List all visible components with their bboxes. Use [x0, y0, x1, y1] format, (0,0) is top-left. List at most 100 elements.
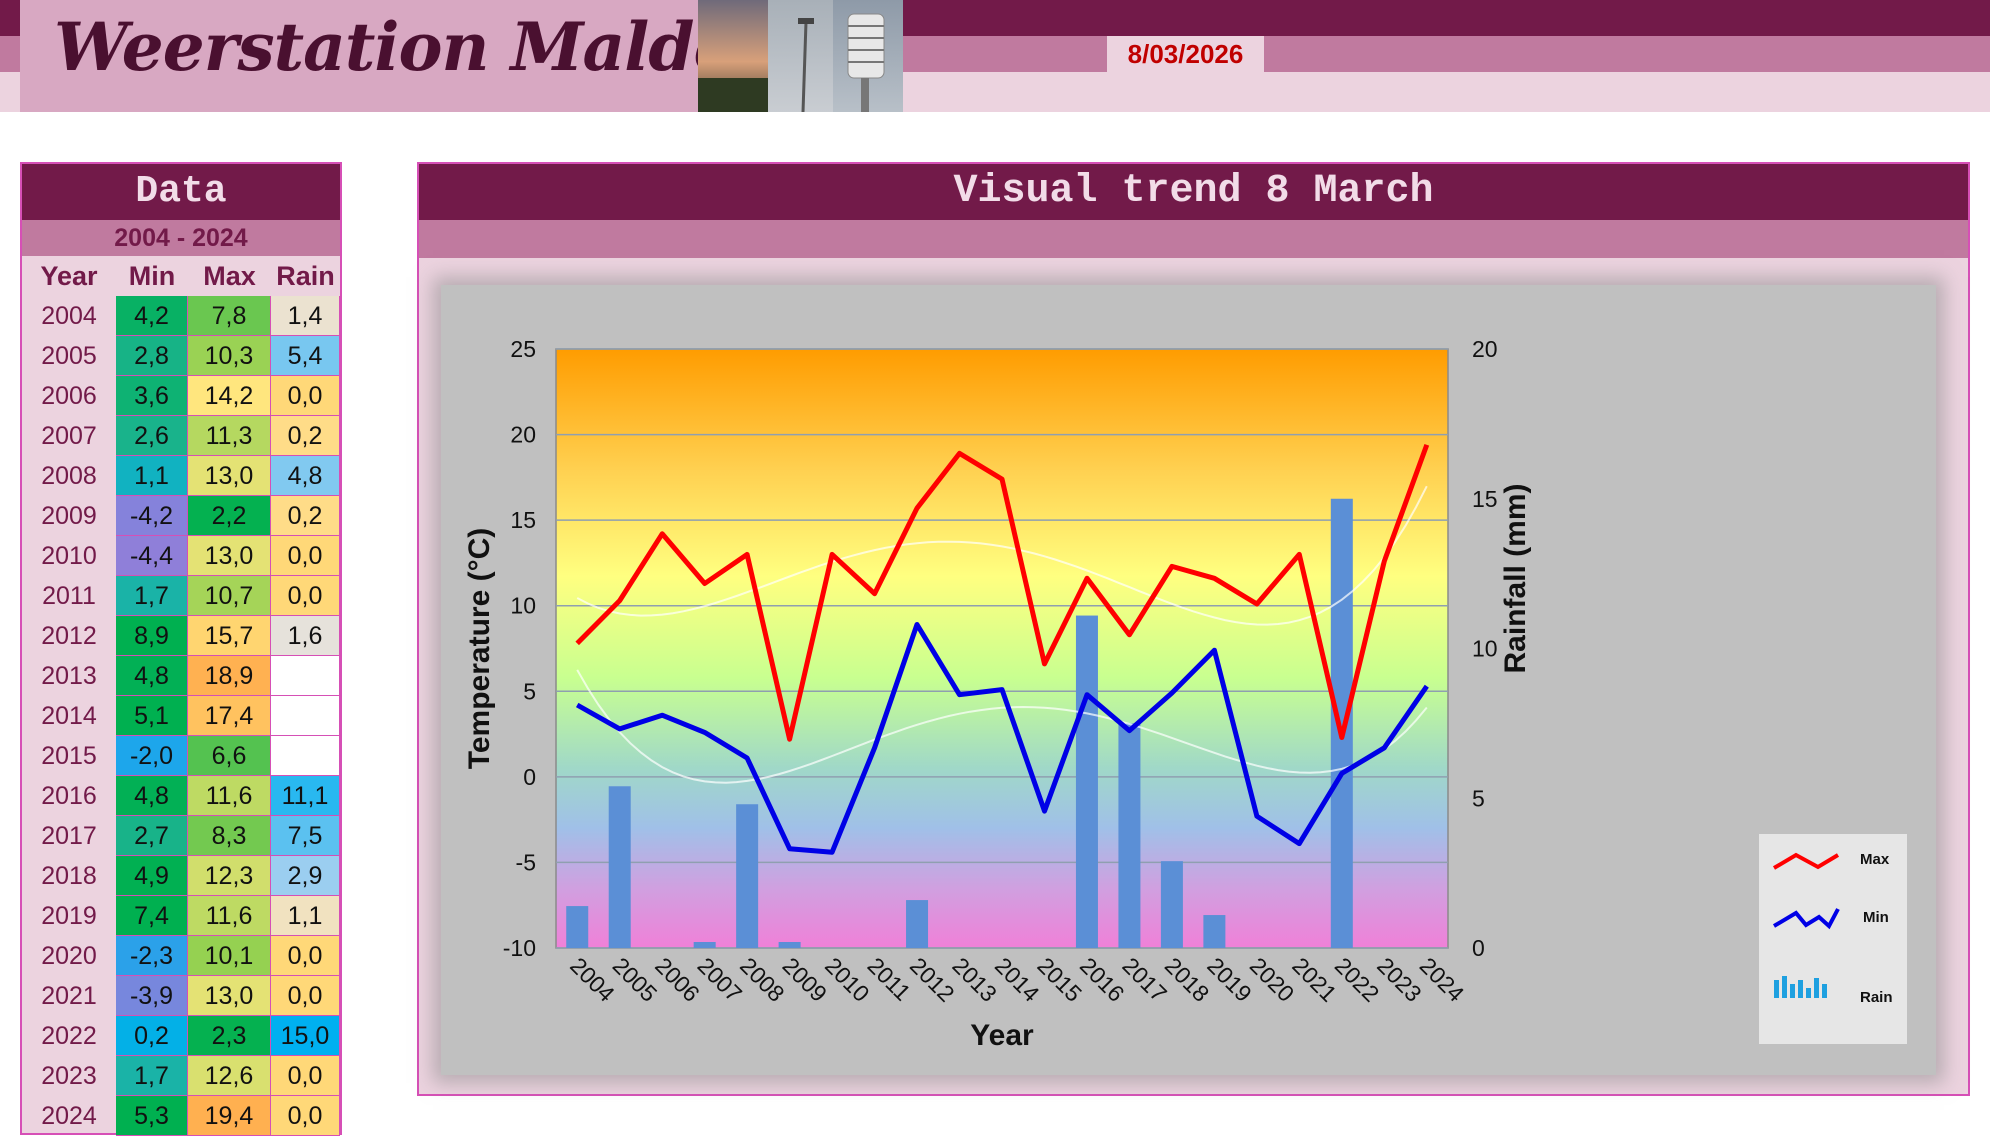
table-row: 2022 0,2 2,3 15,0: [22, 1016, 340, 1056]
cell-year: 2016: [41, 782, 97, 810]
cell-max: 2,2: [188, 496, 271, 536]
header-title-box: Weerstation Malderen: [20, 0, 857, 112]
y2-axis-title: Rainfall (mm): [1499, 483, 1532, 673]
cell-year: 2020: [41, 942, 97, 970]
cell-year: 2012: [41, 622, 97, 650]
cell-year: 2010: [41, 542, 97, 570]
cell-year: 2022: [41, 1022, 97, 1050]
cell-rain: 5,4: [271, 336, 340, 376]
cell-max: 11,6: [188, 896, 271, 936]
legend-label-max: Max: [1860, 851, 1890, 868]
x-tick-label: 2010: [820, 952, 875, 1007]
cell-year: 2007: [41, 422, 97, 450]
x-axis-title: Year: [970, 1019, 1034, 1052]
y2-tick-label: 15: [1472, 486, 1498, 512]
chart-panel: Visual trend 8 March 25 20 15 10 5 0 -5 -10 20 15…: [417, 162, 1970, 1096]
cell-min: -2,3: [116, 936, 188, 976]
table-row: 2017 2,7 8,3 7,5: [22, 816, 340, 856]
cell-max: 17,4: [188, 696, 271, 736]
cell-rain: 0,2: [271, 496, 340, 536]
table-row: 2011 1,7 10,7 0,0: [22, 576, 340, 616]
table-row: 2019 7,4 11,6 1,1: [22, 896, 340, 936]
cell-min: 4,8: [116, 776, 188, 816]
cell-max: 15,7: [188, 616, 271, 656]
y-tick-label: -10: [503, 935, 536, 961]
date-box: 8/03/2026: [1107, 36, 1264, 72]
cell-rain: 2,9: [271, 856, 340, 896]
x-tick-label: 2012: [905, 952, 960, 1007]
x-tick-label: 2023: [1372, 952, 1427, 1007]
cell-min: 5,1: [116, 696, 188, 736]
legend-icon-rain: [1790, 984, 1795, 998]
cell-max: 19,4: [188, 1096, 271, 1136]
cell-rain: 7,5: [271, 816, 340, 856]
x-tick-label: 2024: [1415, 952, 1470, 1007]
cell-year: 2019: [41, 902, 97, 930]
legend-icon-rain: [1822, 984, 1827, 998]
cell-min: 3,6: [116, 376, 188, 416]
x-tick-label: 2009: [778, 952, 833, 1007]
rain-bar: [1203, 915, 1226, 948]
chart-area: 25 20 15 10 5 0 -5 -10 20 15 10 5 0 2004 2005 2006 2007 2…: [441, 285, 1936, 1075]
table-year-range: 2004 - 2024: [22, 220, 340, 256]
rain-bar: [693, 942, 716, 948]
table-row: 2013 4,8 18,9: [22, 656, 340, 696]
y-tick-label: 15: [510, 507, 536, 533]
cell-max: 6,6: [188, 736, 271, 776]
legend-icon-max: [1772, 852, 1840, 870]
cell-year: 2013: [41, 662, 97, 690]
y2-tick-label: 0: [1472, 935, 1485, 961]
rain-bar: [778, 942, 801, 948]
cell-min: 7,4: [116, 896, 188, 936]
cell-year: 2017: [41, 822, 97, 850]
x-tick-label: 2007: [693, 952, 748, 1007]
current-date: 8/03/2026: [1127, 39, 1244, 69]
table-row: 2006 3,6 14,2 0,0: [22, 376, 340, 416]
rain-bar: [1160, 861, 1183, 948]
y2-tick-label: 5: [1472, 785, 1485, 811]
rain-bar: [1330, 498, 1353, 948]
cell-rain: 0,0: [271, 1056, 340, 1096]
cell-max: 14,2: [188, 376, 271, 416]
trendline-min: [576, 669, 1428, 784]
y-tick-label: 0: [523, 764, 536, 790]
column-header-year: Year: [40, 261, 98, 291]
cell-rain: 0,0: [271, 576, 340, 616]
y2-tick-label: 10: [1472, 636, 1498, 662]
cell-max: 10,1: [188, 936, 271, 976]
x-tick-label: 2004: [565, 952, 620, 1007]
table-row: 2005 2,8 10,3 5,4: [22, 336, 340, 376]
cell-rain: 15,0: [271, 1016, 340, 1056]
chart-panel-band: [419, 220, 1968, 258]
rain-bar: [906, 900, 929, 948]
cell-min: 1,7: [116, 1056, 188, 1096]
x-tick-label: 2017: [1117, 952, 1172, 1007]
cell-min: 1,7: [116, 576, 188, 616]
cell-min: 2,8: [116, 336, 188, 376]
cell-max: 11,3: [188, 416, 271, 456]
cell-max: 10,3: [188, 336, 271, 376]
rain-bar: [1118, 723, 1141, 948]
table-row: 2021 -3,9 13,0 0,0: [22, 976, 340, 1016]
cell-min: -4,4: [116, 536, 188, 576]
cell-year: 2004: [41, 302, 97, 330]
table-title: Data: [22, 164, 340, 220]
cell-min: -4,2: [116, 496, 188, 536]
legend-icon-rain: [1774, 980, 1779, 998]
x-tick-label: 2013: [948, 952, 1003, 1007]
rain-bar: [566, 906, 589, 948]
cell-rain: 1,6: [271, 616, 340, 656]
column-header-rain: Rain: [276, 261, 335, 291]
x-tick-label: 2016: [1075, 952, 1130, 1007]
y-tick-label: -5: [516, 849, 536, 875]
cell-max: 12,3: [188, 856, 271, 896]
cell-rain: 0,2: [271, 416, 340, 456]
rain-bar: [608, 786, 631, 948]
cell-rain: 4,8: [271, 456, 340, 496]
table-row: 2016 4,8 11,6 11,1: [22, 776, 340, 816]
cell-year: 2009: [41, 502, 97, 530]
column-header-max: Max: [203, 261, 256, 291]
table-row: 2014 5,1 17,4: [22, 696, 340, 736]
table-row: 2018 4,9 12,3 2,9: [22, 856, 340, 896]
chart-panel-title: Visual trend 8 March: [419, 164, 1968, 220]
